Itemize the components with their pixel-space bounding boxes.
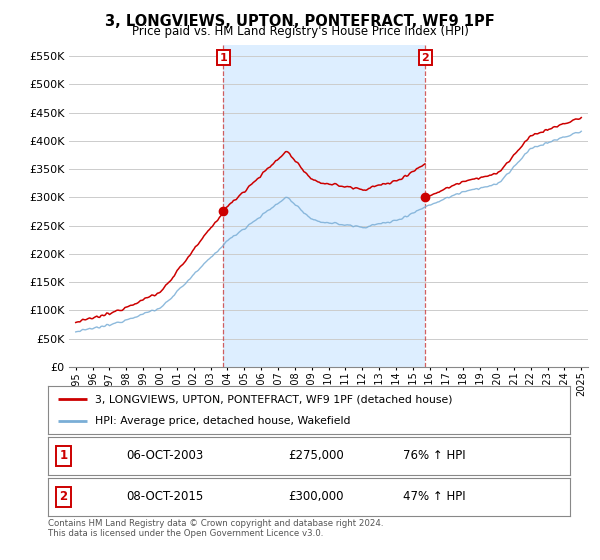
- Text: 3, LONGVIEWS, UPTON, PONTEFRACT, WF9 1PF (detached house): 3, LONGVIEWS, UPTON, PONTEFRACT, WF9 1PF…: [95, 394, 452, 404]
- Text: £275,000: £275,000: [288, 449, 344, 463]
- Text: 1: 1: [220, 53, 227, 63]
- Text: 3, LONGVIEWS, UPTON, PONTEFRACT, WF9 1PF: 3, LONGVIEWS, UPTON, PONTEFRACT, WF9 1PF: [105, 14, 495, 29]
- Text: 2: 2: [422, 53, 429, 63]
- Text: 47% ↑ HPI: 47% ↑ HPI: [403, 490, 466, 503]
- Text: 06-OCT-2003: 06-OCT-2003: [127, 449, 203, 463]
- Text: 1: 1: [59, 449, 68, 463]
- Text: £300,000: £300,000: [288, 490, 344, 503]
- Text: 2: 2: [59, 490, 68, 503]
- Bar: [223, 45, 425, 367]
- Text: Contains HM Land Registry data © Crown copyright and database right 2024.
This d: Contains HM Land Registry data © Crown c…: [48, 519, 383, 538]
- Text: 08-OCT-2015: 08-OCT-2015: [127, 490, 203, 503]
- Text: Price paid vs. HM Land Registry's House Price Index (HPI): Price paid vs. HM Land Registry's House …: [131, 25, 469, 38]
- Text: HPI: Average price, detached house, Wakefield: HPI: Average price, detached house, Wake…: [95, 416, 350, 426]
- Text: 76% ↑ HPI: 76% ↑ HPI: [403, 449, 466, 463]
